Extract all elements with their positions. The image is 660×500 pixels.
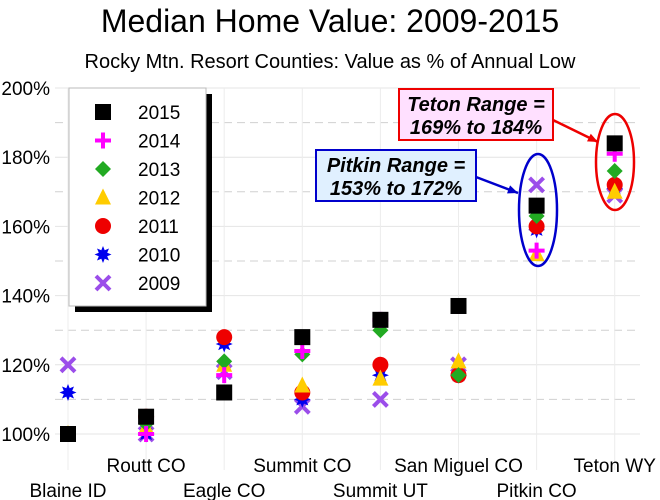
pitkin-ellipse xyxy=(517,152,559,268)
teton-arrow-head xyxy=(587,133,598,142)
point-2011 xyxy=(372,356,389,373)
y-tick-label: 160% xyxy=(1,217,50,238)
point-2014 xyxy=(138,426,155,442)
teton-annotation-box xyxy=(398,88,554,141)
point-2010 xyxy=(59,384,77,401)
point-2012 xyxy=(294,376,311,393)
teton-annotation-line1: Teton Range = xyxy=(407,94,545,116)
y-tick-label: 180% xyxy=(1,148,50,169)
x-tick-label: Eagle CO xyxy=(183,481,265,500)
y-tick-label: 120% xyxy=(1,356,50,377)
x-tick-label: Pitkin CO xyxy=(496,481,576,500)
point-2013 xyxy=(606,163,623,180)
chart-subtitle: Rocky Mtn. Resort Counties: Value as % o… xyxy=(85,51,577,73)
legend: 2015 2014 2013 2012 2011 2010 2009 xyxy=(68,87,212,312)
point-2015 xyxy=(294,329,311,346)
point-2009 xyxy=(59,356,77,374)
point-2015 xyxy=(216,384,233,401)
legend-label: 2011 xyxy=(138,217,179,238)
y-tick-label: 140% xyxy=(1,287,50,308)
legend-marker-2010 xyxy=(94,246,112,263)
y-tick-label: 100% xyxy=(1,425,50,446)
pitkin-annotation-box xyxy=(315,149,477,202)
point-2012 xyxy=(606,182,623,199)
legend-marker-2013 xyxy=(95,161,111,177)
teton-annotation-line2: 169% to 184% xyxy=(410,117,543,139)
legend-label: 2009 xyxy=(138,274,180,295)
point-2009 xyxy=(371,390,389,408)
point-2013 xyxy=(450,367,467,384)
legend-marker-2009 xyxy=(94,274,112,292)
point-2015 xyxy=(528,197,545,214)
y-axis: 100% 120% 140% 160% 180% 200% xyxy=(1,79,50,446)
pitkin-annotation-line2: 153% to 172% xyxy=(330,178,463,200)
legend-label: 2015 xyxy=(138,103,180,124)
legend-label: 2012 xyxy=(138,189,180,210)
x-tick-label: Blaine ID xyxy=(29,481,106,500)
point-2009 xyxy=(528,176,546,194)
x-tick-label: Routt CO xyxy=(106,456,185,477)
teton-ellipse xyxy=(594,112,636,212)
point-2015 xyxy=(606,135,623,152)
x-tick-label: Summit UT xyxy=(333,481,428,500)
pitkin-annotation-line1: Pitkin Range = xyxy=(327,155,466,177)
x-tick-label: Teton WY xyxy=(574,456,657,477)
point-2011 xyxy=(216,329,233,346)
point-2015 xyxy=(60,426,76,442)
legend-marker-2011 xyxy=(95,218,111,234)
point-2014 xyxy=(216,367,233,384)
point-2012 xyxy=(372,369,389,386)
point-2015 xyxy=(450,297,467,314)
y-tick-label: 200% xyxy=(1,79,50,100)
point-2011 xyxy=(528,218,545,235)
point-2014 xyxy=(528,242,545,259)
point-2013 xyxy=(216,353,233,370)
legend-marker-2014 xyxy=(95,132,111,149)
annotations: Teton Range =169% to 184% Pitkin Range =1… xyxy=(315,88,636,268)
legend-box xyxy=(68,87,207,307)
x-tick-label: Summit CO xyxy=(253,456,351,477)
legend-marker-2012 xyxy=(95,188,111,205)
legend-label: 2013 xyxy=(138,160,180,181)
point-2015 xyxy=(138,408,155,425)
chart-title: Median Home Value: 2009-2015 xyxy=(101,3,559,39)
point-2014 xyxy=(294,342,311,359)
x-tick-label: San Miguel CO xyxy=(394,456,523,477)
point-2012 xyxy=(450,352,467,369)
legend-marker-2015 xyxy=(95,104,111,120)
point-2015 xyxy=(372,311,389,328)
pitkin-arrow-head xyxy=(507,185,518,194)
data-points xyxy=(59,135,624,443)
legend-label: 2010 xyxy=(138,246,180,267)
legend-label: 2014 xyxy=(138,132,181,153)
